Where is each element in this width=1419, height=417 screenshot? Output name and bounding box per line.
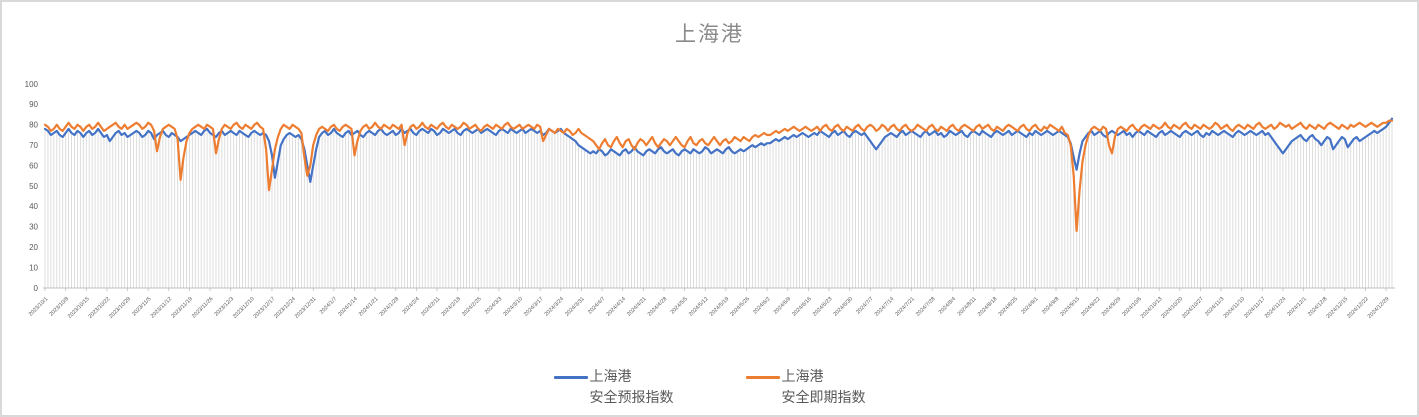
svg-text:2024/7/7: 2024/7/7 [855,296,874,315]
svg-text:2023/11/5: 2023/11/5 [131,296,152,317]
svg-text:100: 100 [25,80,39,89]
spot-series-label: 上海港 安全即期指数 [782,366,866,409]
svg-text:2024/9/15: 2024/9/15 [1059,296,1081,318]
svg-text:2024/6/23: 2024/6/23 [812,296,834,318]
svg-text:70: 70 [29,141,38,150]
svg-text:80: 80 [29,121,38,130]
forecast-series-label: 上海港 安全预报指数 [590,366,674,409]
svg-text:2023/10/29: 2023/10/29 [108,296,132,320]
svg-text:2024/1/7: 2024/1/7 [319,296,338,315]
svg-text:2024/5/26: 2024/5/26 [729,296,751,318]
legend: 上海港 安全预报指数 上海港 安全即期指数 [2,366,1417,409]
svg-text:2024/2/11: 2024/2/11 [420,296,441,317]
chart-title: 上海港 [675,23,744,46]
plot-area: 2023/10/1 2023/10/82023/10/152023/10/2220… [25,80,1395,320]
svg-text:2024/5/19: 2024/5/19 [709,296,731,318]
svg-text:2024/11/3: 2024/11/3 [1204,296,1225,317]
forecast-series-label-line1: 上海港 [589,367,632,384]
svg-text:2024/9/22: 2024/9/22 [1080,296,1102,318]
svg-text:2024/7/14: 2024/7/14 [874,296,896,318]
svg-text:90: 90 [29,100,38,109]
svg-text:2024/9/8: 2024/9/8 [1041,296,1060,315]
svg-text:2024/9/29: 2024/9/29 [1101,296,1123,318]
svg-text:50: 50 [29,182,38,191]
svg-text:2024/1/21: 2024/1/21 [358,296,380,318]
spot-series-line-swatch [745,375,780,379]
svg-text:2024/3/24: 2024/3/24 [544,296,566,318]
svg-text:40: 40 [29,202,38,211]
svg-text:2023/10/1: 2023/10/1 [28,296,50,318]
svg-text:2024/8/18: 2024/8/18 [977,296,999,318]
svg-text:2024/6/2: 2024/6/2 [752,296,771,315]
svg-text:2023/11/19: 2023/11/19 [170,296,193,319]
svg-text:2024/6/16: 2024/6/16 [791,296,813,318]
svg-text:2024/4/28: 2024/4/28 [647,296,669,318]
svg-text:2024/5/12: 2024/5/12 [688,296,710,318]
svg-text:2024/2/25: 2024/2/25 [461,296,483,318]
svg-text:2024/11/10: 2024/11/10 [1223,296,1246,319]
svg-text:2023/11/26: 2023/11/26 [191,296,214,319]
svg-text:2024/2/4: 2024/2/4 [401,296,420,315]
svg-text:2024/10/27: 2024/10/27 [1181,296,1205,320]
svg-text:2024/8/25: 2024/8/25 [998,296,1020,318]
svg-text:2024/3/31: 2024/3/31 [564,296,586,318]
forecast-series-label-line2: 安全预报指数 [589,389,674,406]
svg-text:20: 20 [29,243,38,252]
svg-text:2024/9/1: 2024/9/1 [1020,296,1039,315]
svg-text:2024/1/14: 2024/1/14 [337,296,359,318]
svg-text:30: 30 [29,223,38,232]
svg-text:2024/2/18: 2024/2/18 [441,296,463,318]
svg-text:2024/7/28: 2024/7/28 [915,296,937,318]
svg-text:2023/11/12: 2023/11/12 [150,296,173,319]
svg-text:2024/7/21: 2024/7/21 [894,296,916,318]
svg-text:10: 10 [29,263,38,272]
svg-text:2024/6/9: 2024/6/9 [773,296,792,315]
legend-item-forecast-index: 上海港 安全预报指数 [553,366,674,409]
svg-text:2024/3/3: 2024/3/3 [484,296,503,315]
svg-text:2024/4/7: 2024/4/7 [587,296,606,315]
svg-text:2024/8/4: 2024/8/4 [938,296,957,315]
svg-text:60: 60 [29,161,38,170]
forecast-series-line-swatch [553,375,588,379]
svg-text:2024/12/29: 2024/12/29 [1367,296,1391,320]
svg-text:2023/12/31: 2023/12/31 [294,296,318,320]
svg-text:2024/8/11: 2024/8/11 [957,296,978,317]
svg-text:0: 0 [34,284,39,293]
svg-text:2024/11/24: 2024/11/24 [1264,296,1287,319]
svg-text:2024/4/21: 2024/4/21 [626,296,648,318]
svg-text:2024/4/14: 2024/4/14 [606,296,628,318]
svg-text:2024/1/28: 2024/1/28 [379,296,401,318]
svg-text:2024/3/17: 2024/3/17 [523,296,545,318]
svg-text:2024/6/30: 2024/6/30 [833,296,855,318]
legend-item-spot-index: 上海港 安全即期指数 [745,366,866,409]
svg-text:2024/12/1: 2024/12/1 [1286,296,1308,318]
svg-text:2024/11/17: 2024/11/17 [1243,296,1266,319]
svg-text:2024/5/5: 2024/5/5 [670,296,689,315]
spot-series-label-line1: 上海港 [781,367,824,384]
spot-series-label-line2: 安全即期指数 [781,389,866,406]
svg-text:2024/3/10: 2024/3/10 [502,296,524,318]
